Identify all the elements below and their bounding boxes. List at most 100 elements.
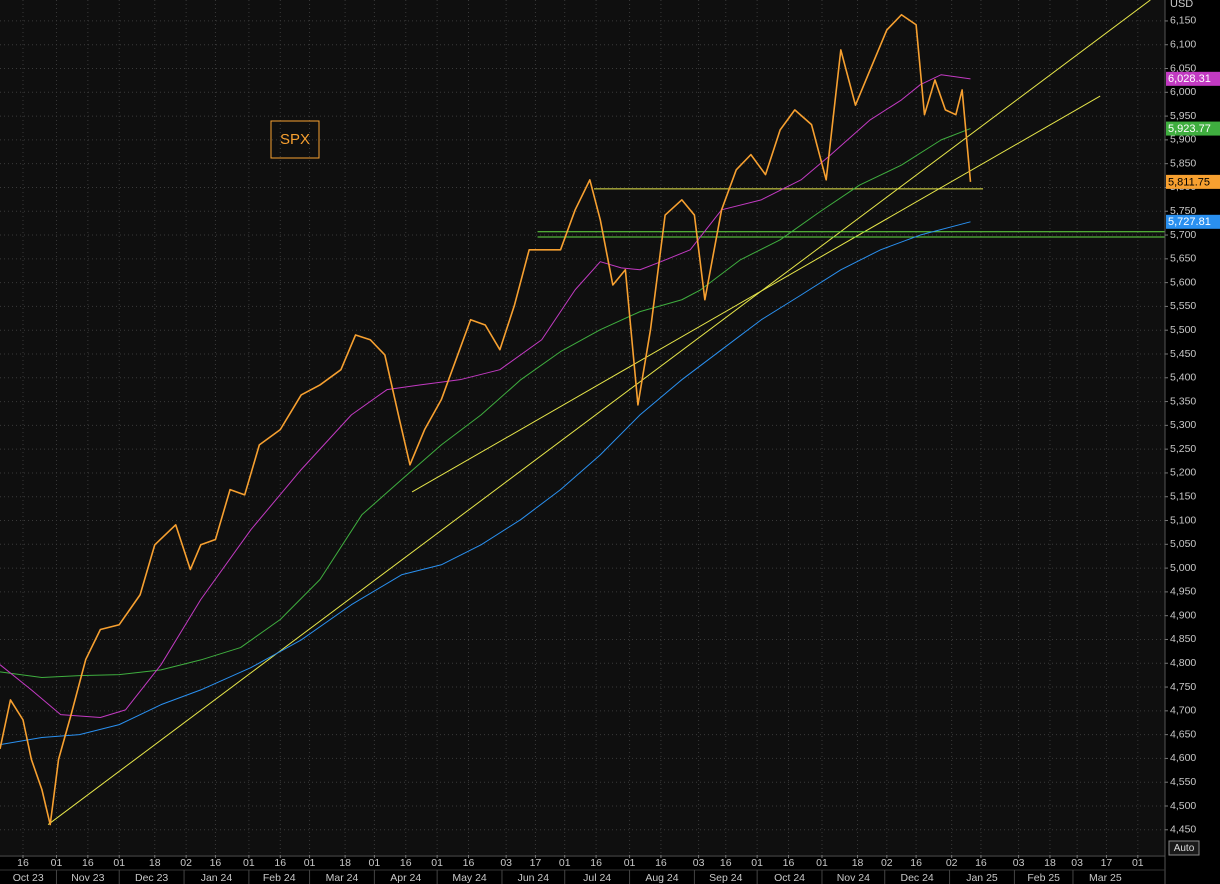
y-tick-label: 5,250 (1170, 443, 1196, 455)
x-tick-label: 16 (210, 857, 222, 869)
moving-average-line (0, 128, 971, 679)
legend-box (270, 120, 320, 159)
x-tick-label: 03 (1013, 857, 1025, 869)
y-tick-label: 5,400 (1170, 372, 1196, 384)
legend-label: SPX (280, 131, 310, 148)
y-unit: USD (1170, 0, 1193, 10)
y-tick-label: 5,550 (1170, 300, 1196, 312)
x-tick-label: 01 (304, 857, 316, 869)
y-tick-label: 5,350 (1170, 395, 1196, 407)
scale-button[interactable]: Auto (1168, 840, 1200, 856)
y-tick-label: 4,900 (1170, 609, 1196, 621)
x-tick-label: 03 (693, 857, 705, 869)
marks (0, 0, 1165, 826)
y-tick-label: 6,150 (1170, 15, 1196, 27)
y-tick-label: 5,150 (1170, 491, 1196, 503)
x-tick-label: 01 (559, 857, 571, 869)
x-tick-label: 03 (500, 857, 512, 869)
x-tick-label: 18 (1044, 857, 1056, 869)
month-label: Jan 24 (201, 872, 233, 884)
month-label: Dec 23 (135, 872, 168, 884)
x-tick-label: 16 (910, 857, 922, 869)
month-label: Jun 24 (518, 872, 550, 884)
x-tick-label: 16 (17, 857, 29, 869)
y-tick-label: 5,900 (1170, 134, 1196, 146)
y-tick-label: 5,950 (1170, 110, 1196, 122)
month-label: Jan 25 (966, 872, 998, 884)
x-tick-label: 18 (852, 857, 864, 869)
y-tick-label: 5,750 (1170, 205, 1196, 217)
value-tag-label: 5,923.77 (1168, 123, 1211, 135)
value-tag-label: 5,727.81 (1168, 216, 1211, 228)
y-tick-label: 5,500 (1170, 324, 1196, 336)
x-tick-label: 16 (400, 857, 412, 869)
y-tick-label: 6,050 (1170, 62, 1196, 74)
x-tick-label: 03 (1071, 857, 1083, 869)
x-tick-label: 01 (369, 857, 381, 869)
month-label: Feb 25 (1027, 872, 1060, 884)
value-tag-label: 5,811.75 (1168, 176, 1210, 188)
x-tick-label: 02 (946, 857, 958, 869)
x-tick-label: 16 (82, 857, 94, 869)
month-label: Nov 24 (837, 872, 870, 884)
x-tick-label: 16 (655, 857, 667, 869)
month-label: Dec 24 (901, 872, 934, 884)
month-label: Oct 23 (13, 872, 44, 884)
y-tick-label: 4,650 (1170, 728, 1196, 740)
y-tick-label: 4,550 (1170, 776, 1196, 788)
y-tick-label: 5,100 (1170, 514, 1196, 526)
month-label: Oct 24 (774, 872, 805, 884)
x-tick-label: 18 (149, 857, 161, 869)
x-tick-label: 01 (751, 857, 763, 869)
x-tick-label: 01 (624, 857, 636, 869)
x-tick-label: 01 (816, 857, 828, 869)
x-tick-label: 01 (243, 857, 255, 869)
y-tick-label: 5,850 (1170, 157, 1196, 169)
y-tick-label: 4,600 (1170, 752, 1196, 764)
y-tick-label: 4,750 (1170, 681, 1196, 693)
month-label: Aug 24 (645, 872, 678, 884)
value-tag (1166, 214, 1220, 229)
y-tick-label: 6,000 (1170, 86, 1196, 98)
x-tick-label: 02 (881, 857, 893, 869)
x-tick-label: 02 (180, 857, 192, 869)
y-tick-label: 5,700 (1170, 229, 1196, 241)
moving-average-line (0, 74, 971, 718)
y-tick-label: 5,450 (1170, 348, 1196, 360)
legend: SPX (270, 120, 320, 159)
y-tick-label: 5,050 (1170, 538, 1196, 550)
scale-button-label[interactable]: Auto (1174, 843, 1195, 854)
x-tick-label: 01 (431, 857, 443, 869)
value-tag (1166, 71, 1220, 86)
y-tick-label: 4,800 (1170, 657, 1196, 669)
y-tick-label: 5,650 (1170, 253, 1196, 265)
y-tick-label: 6,100 (1170, 39, 1196, 51)
trend-line (411, 95, 1101, 493)
month-label: Apr 24 (390, 872, 421, 884)
y-tick-label: 4,950 (1170, 586, 1196, 598)
x-tick-label: 16 (590, 857, 602, 869)
scale-button-frame[interactable] (1168, 840, 1200, 856)
x-tick-label: 17 (530, 857, 542, 869)
grid (0, 0, 1165, 855)
x-tick-label: 16 (274, 857, 286, 869)
x-tick-label: 01 (113, 857, 125, 869)
month-label: Nov 23 (71, 872, 104, 884)
x-tick-label: 01 (1132, 857, 1144, 869)
month-label: Mar 25 (1089, 872, 1122, 884)
y-tick-label: 4,700 (1170, 705, 1196, 717)
month-label: Sep 24 (709, 872, 742, 884)
x-tick-label: 16 (783, 857, 795, 869)
y-tick-label: 5,200 (1170, 467, 1196, 479)
axes: 4,450 4,500 4,550 4,600 4,650 4,700 4,750 4,800… (13, 15, 1220, 884)
month-label: Feb 24 (263, 872, 296, 884)
month-label: Jul 24 (583, 872, 611, 884)
x-tick-label: 16 (975, 857, 987, 869)
moving-average-line (0, 221, 971, 746)
y-tick-label: 4,850 (1170, 633, 1196, 645)
x-tick-label: 16 (720, 857, 732, 869)
y-tick-label: 4,500 (1170, 800, 1196, 812)
month-label: Mar 24 (326, 872, 359, 884)
